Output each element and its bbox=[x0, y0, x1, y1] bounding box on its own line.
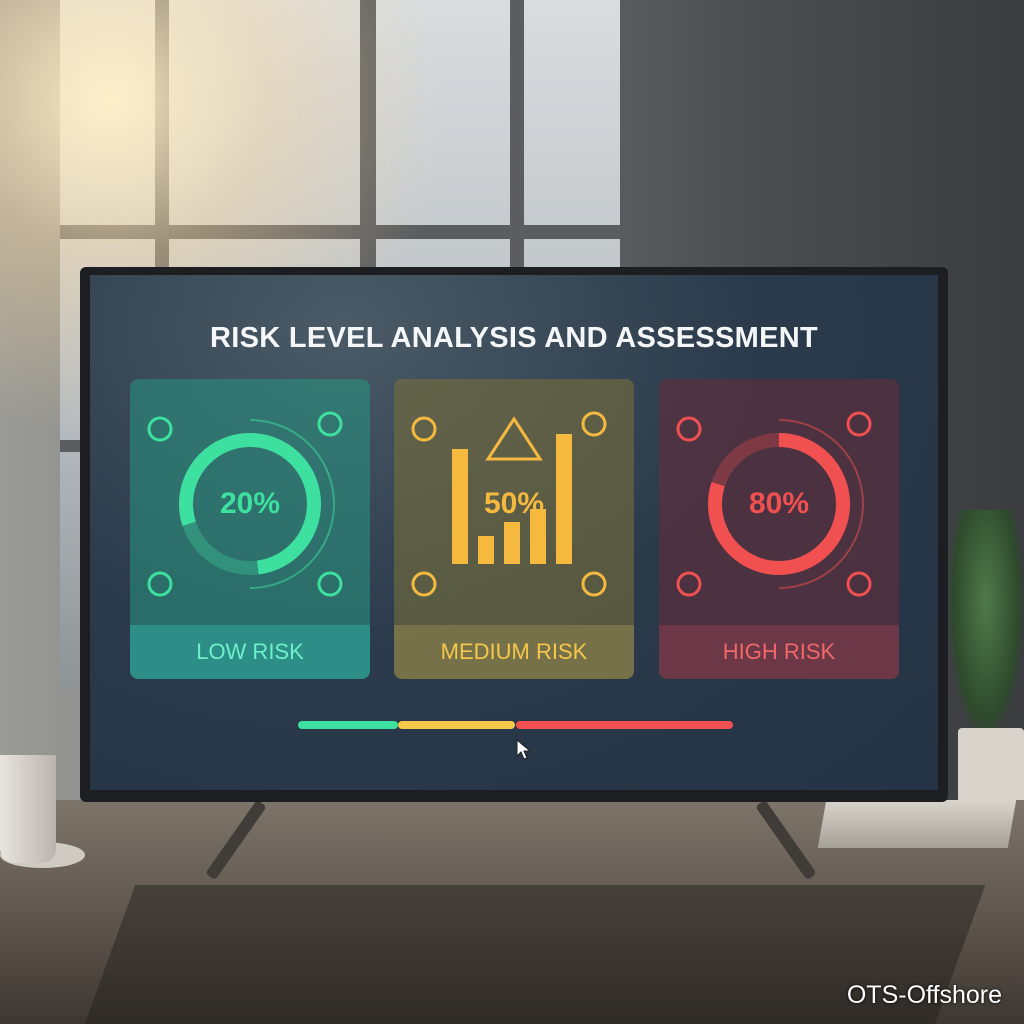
low-risk-card[interactable]: 20% LOW RISK bbox=[130, 379, 370, 679]
winding-road-icon bbox=[411, 416, 437, 442]
risk-bar-segment-1 bbox=[398, 721, 516, 729]
high-risk-card[interactable]: 80% HIGH RISK bbox=[659, 379, 899, 679]
plant bbox=[948, 510, 1024, 740]
bar-1 bbox=[478, 536, 494, 564]
curvy-road-icon bbox=[411, 571, 437, 597]
bar-4 bbox=[556, 434, 572, 564]
skull-crossbones-icon bbox=[846, 411, 872, 437]
house-icon bbox=[317, 571, 343, 597]
screen: RISK LEVEL ANALYSIS AND ASSESSMENT 20% L… bbox=[90, 275, 938, 790]
gauge-outer-arc bbox=[778, 419, 864, 589]
low-risk-label: LOW RISK bbox=[130, 625, 370, 679]
flood-icon bbox=[676, 571, 702, 597]
broken-pole-icon bbox=[846, 571, 872, 597]
medium-risk-value: 50% bbox=[483, 487, 545, 520]
card-graphic bbox=[676, 411, 872, 597]
bar-2 bbox=[504, 522, 520, 564]
card-graphic bbox=[411, 411, 607, 597]
warning-triangle-icon bbox=[485, 416, 543, 461]
risk-bar-segment-2 bbox=[515, 721, 733, 729]
medium-risk-card[interactable]: 50% MEDIUM RISK bbox=[394, 379, 634, 679]
volcano-icon bbox=[676, 416, 702, 442]
shield-icon bbox=[317, 411, 343, 437]
book bbox=[817, 800, 1017, 848]
storm-cloud-icon bbox=[581, 411, 607, 437]
trees-icon bbox=[147, 416, 173, 442]
factory-icon bbox=[581, 571, 607, 597]
low-risk-value: 20% bbox=[219, 487, 281, 520]
mouse-cursor-icon bbox=[516, 739, 532, 760]
road-icon bbox=[147, 571, 173, 597]
bar-3 bbox=[530, 509, 546, 564]
plant-pot bbox=[958, 728, 1024, 803]
watermark: OTS-Offshore bbox=[846, 981, 1002, 1009]
medium-risk-label: MEDIUM RISK bbox=[394, 625, 634, 679]
coffee-cup bbox=[0, 755, 56, 863]
risk-bar-segment-0 bbox=[298, 721, 399, 729]
gauge-outer-arc bbox=[249, 419, 335, 589]
gauge-arc bbox=[708, 433, 850, 575]
dashboard-title: RISK LEVEL ANALYSIS AND ASSESSMENT bbox=[209, 322, 819, 354]
monitor: RISK LEVEL ANALYSIS AND ASSESSMENT 20% L… bbox=[80, 267, 948, 802]
bar-0 bbox=[452, 449, 468, 564]
high-risk-label: HIGH RISK bbox=[659, 625, 899, 679]
high-risk-value: 80% bbox=[748, 487, 810, 520]
card-graphic bbox=[147, 411, 343, 597]
